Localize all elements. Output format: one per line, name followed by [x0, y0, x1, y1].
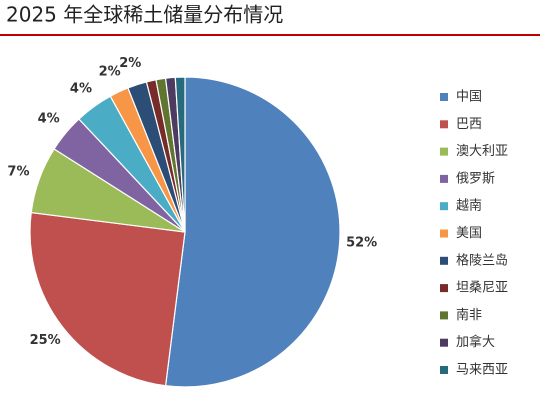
- legend-swatch: [440, 174, 448, 183]
- legend-label: 俄罗斯: [456, 171, 495, 186]
- legend-swatch: [440, 338, 448, 347]
- data-label: 2%: [99, 64, 121, 79]
- chart-title: 2025 年全球稀土储量分布情况: [6, 3, 283, 27]
- pie-slice: [29, 211, 186, 387]
- legend-label: 巴西: [456, 117, 482, 132]
- data-label: 2%: [119, 56, 141, 71]
- legend-swatch: [440, 256, 448, 265]
- legend-swatch: [440, 202, 448, 211]
- legend-label: 澳大利亚: [456, 143, 508, 159]
- legend-swatch: [440, 120, 448, 129]
- data-label: 25%: [30, 333, 61, 348]
- pie-slice: [174, 76, 186, 233]
- legend-swatch: [440, 93, 448, 101]
- legend-label: 中国: [456, 90, 482, 105]
- legend-label: 越南: [456, 198, 482, 214]
- legend-label: 南非: [456, 307, 482, 323]
- data-label: 7%: [7, 165, 29, 180]
- legend-swatch: [440, 311, 448, 320]
- legend-label: 马来西亚: [456, 363, 508, 378]
- data-label: 4%: [38, 112, 60, 127]
- legend-label: 加拿大: [456, 334, 495, 350]
- data-label: 52%: [346, 236, 377, 251]
- pie-slice: [164, 76, 341, 388]
- legend-swatch: [440, 366, 448, 374]
- legend-label: 坦桑尼亚: [456, 281, 508, 296]
- legend-label: 美国: [456, 226, 482, 241]
- legend-swatch: [440, 229, 448, 238]
- legend-swatch: [440, 147, 448, 156]
- legend-swatch: [440, 284, 448, 293]
- data-label: 4%: [70, 81, 92, 96]
- legend-label: 格陵兰岛: [456, 252, 508, 268]
